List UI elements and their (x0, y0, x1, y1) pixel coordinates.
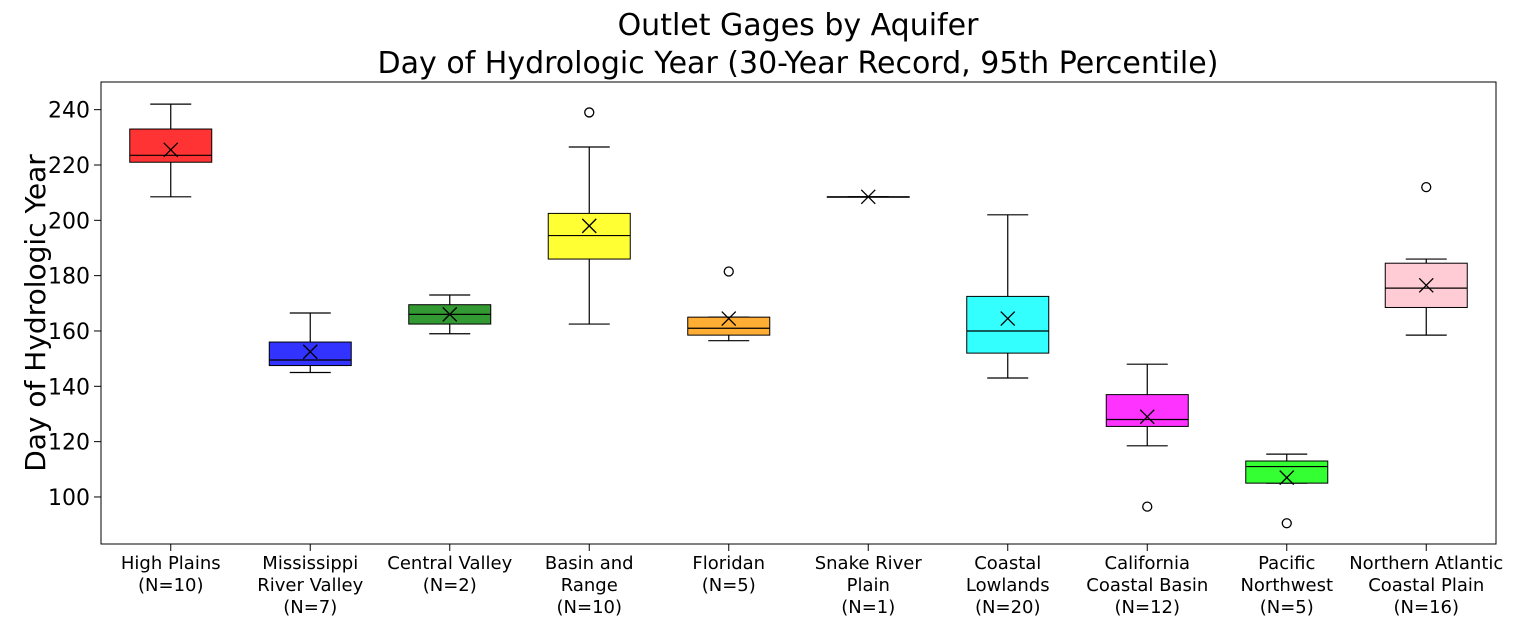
category-label-line: (N=5) (1260, 597, 1314, 618)
y-tick-label: 200 (48, 209, 90, 234)
category-label-line: Range (561, 575, 618, 596)
chart-title-line-2: Day of Hydrologic Year (30-Year Record, … (378, 46, 1219, 81)
box-group (1245, 453, 1329, 529)
mean-marker (302, 344, 318, 360)
y-tick-label: 240 (48, 99, 90, 124)
box-iqr (1245, 460, 1329, 484)
category-label: Floridan(N=5) (692, 553, 765, 596)
mean-marker (1000, 311, 1016, 326)
box-group (687, 266, 771, 342)
mean-marker (1279, 470, 1295, 486)
category-label-line: Coastal Plain (1368, 575, 1484, 596)
box-iqr (547, 212, 631, 260)
y-tick-label: 100 (48, 486, 90, 511)
category-label-line: (N=2) (423, 575, 477, 596)
box-iqr (966, 295, 1050, 354)
category-label-line: Northwest (1240, 575, 1333, 596)
mean-marker (1418, 277, 1434, 293)
outlier-point (1421, 181, 1432, 193)
outlier-point (1281, 518, 1292, 529)
category-label-line: River Valley (257, 575, 363, 596)
y-tick-label: 220 (48, 154, 90, 179)
category-label-line: (N=16) (1394, 597, 1460, 618)
category-label-line: (N=12) (1115, 597, 1181, 618)
category-label-line: Central Valley (387, 553, 512, 574)
category-label-line: (N=20) (975, 597, 1041, 618)
y-tick-label: 120 (48, 431, 90, 456)
mean-marker (721, 311, 737, 326)
y-axis-label: Day of Hydrologic Year (19, 154, 52, 472)
box-group (826, 189, 910, 205)
category-label-line: (N=10) (557, 597, 623, 618)
outlier-point (584, 107, 595, 118)
category-label-line: (N=10) (138, 575, 204, 596)
category-label-line: Northern Atlantic (1349, 553, 1503, 574)
category-label-line: Snake River (815, 553, 923, 574)
category-label-line: Floridan (692, 553, 765, 574)
box-iqr (268, 341, 352, 367)
y-tick-label: 160 (48, 320, 90, 345)
box-group (547, 107, 631, 325)
mean-marker (163, 142, 179, 158)
box-group (129, 103, 213, 198)
outlier-point (1142, 501, 1153, 512)
category-label-line: Lowlands (966, 575, 1050, 596)
chart-title-line-1: Outlet Gages by Aquifer (618, 8, 980, 43)
y-tick-label: 180 (48, 265, 90, 290)
mean-marker (860, 189, 876, 205)
category-label: High Plains(N=10) (121, 553, 221, 596)
box-group (268, 312, 352, 374)
plot-frame (100, 81, 1497, 545)
y-axis: 100 120 140 160 180 200 220 240 (48, 99, 101, 511)
category-label-line: Coastal Basin (1086, 575, 1208, 596)
mean-marker (442, 306, 458, 322)
chart-title: Outlet Gages by Aquifer Day of Hydrologi… (378, 8, 1219, 81)
y-tick-label: 140 (48, 375, 90, 400)
category-label-line: Pacific (1258, 553, 1315, 574)
category-label-line: Plain (847, 575, 890, 596)
category-label-line: Basin and (545, 553, 634, 574)
box-iqr (1105, 394, 1189, 427)
category-label-line: California (1105, 553, 1190, 574)
mean-marker (581, 218, 597, 234)
box-iqr (129, 128, 213, 163)
category-label-line: Coastal (974, 553, 1041, 574)
category-label-line: (N=1) (841, 597, 895, 618)
box-series (129, 103, 1468, 529)
box-group (1105, 363, 1189, 512)
category-label-line: (N=5) (702, 575, 756, 596)
outlier-point (723, 266, 734, 277)
category-label-line: (N=7) (283, 597, 337, 618)
category-label-line: Mississippi (262, 553, 358, 574)
category-label-line: High Plains (121, 553, 221, 574)
mean-marker (1139, 409, 1155, 425)
box-group (966, 214, 1050, 379)
box-group (408, 294, 492, 335)
box-group (1384, 181, 1468, 336)
box-iqr (687, 316, 771, 336)
category-label: Central Valley(N=2) (387, 553, 512, 596)
